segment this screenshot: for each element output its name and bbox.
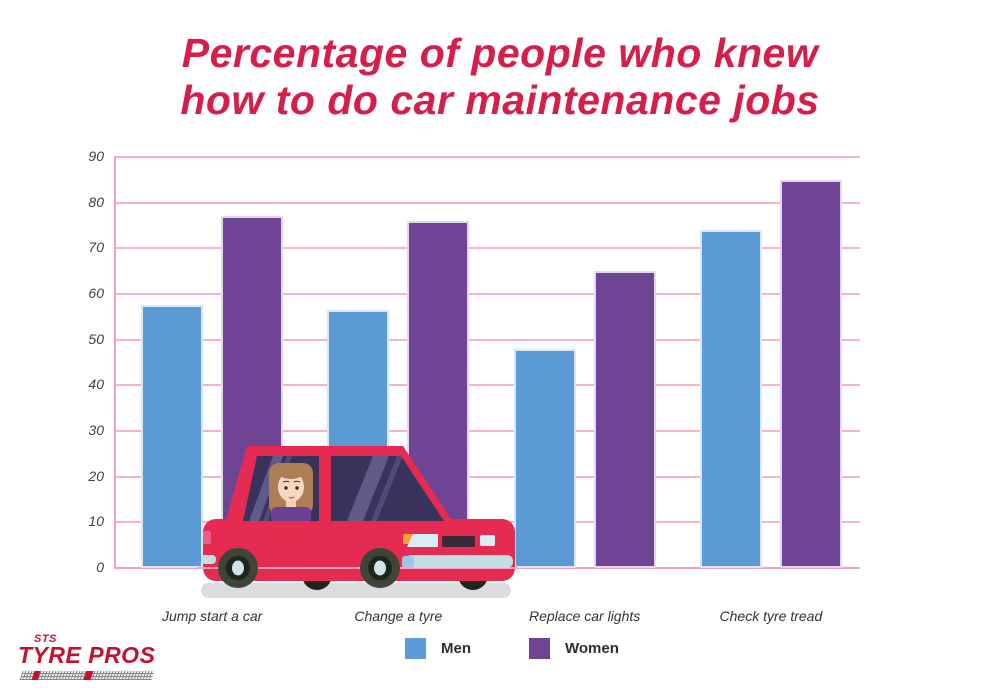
- y-axis-line: [114, 156, 116, 569]
- bar-women-replace-car-lights: [593, 271, 656, 568]
- category-label: Change a tyre: [354, 608, 443, 624]
- y-tick-label: 30: [88, 422, 104, 438]
- women-color-swatch: [529, 638, 550, 659]
- y-tick-label: 70: [88, 239, 104, 256]
- woman-shirt: [271, 507, 311, 521]
- bar-women-check-tyre-tread: [779, 179, 842, 568]
- y-tick-label: 0: [96, 559, 104, 575]
- gridline-20: [115, 475, 860, 478]
- chart-legend: Men Women: [405, 638, 619, 659]
- legend-label-women: Women: [565, 640, 619, 657]
- gridline-40: [115, 384, 860, 387]
- tyre-pros-logo: STS TYRE PROS: [18, 633, 178, 680]
- gridline-90: [115, 156, 860, 158]
- woman-driving-red-car-illustration: [197, 446, 517, 598]
- y-tick-label: 10: [88, 513, 104, 530]
- car-front-wheel: [360, 548, 400, 588]
- gridline-70: [115, 247, 860, 250]
- car-headlight: [407, 534, 438, 547]
- chart-title-line1: Percentage of people who knew: [181, 30, 819, 76]
- car-rear-wheel: [218, 548, 258, 588]
- category-label: Check tyre tread: [719, 608, 823, 624]
- gridline-80: [115, 201, 860, 204]
- woman-driver: [269, 463, 313, 521]
- bar-men-jump-start-a-car: [141, 305, 204, 568]
- y-tick-label: 50: [88, 330, 104, 347]
- chart-title-line2: how to do car maintenance jobs: [180, 77, 820, 123]
- men-color-swatch: [405, 638, 426, 659]
- gridline-60: [115, 293, 860, 295]
- y-tick-label: 20: [88, 467, 104, 484]
- chart-title: Percentage of people who knew how to do …: [0, 30, 1000, 124]
- y-tick-label: 60: [88, 285, 104, 301]
- bar-men-replace-car-lights: [513, 348, 576, 568]
- legend-item-women: Women: [529, 638, 619, 659]
- y-tick-label: 80: [88, 193, 104, 210]
- gridline-50: [115, 338, 860, 341]
- car-shadow: [201, 583, 511, 598]
- bar-men-check-tyre-tread: [699, 230, 762, 568]
- logo-main-text: TYRE PROS: [18, 642, 156, 668]
- category-label: Replace car lights: [528, 608, 641, 624]
- y-tick-label: 90: [88, 148, 104, 164]
- logo-sts-text: STS: [34, 633, 57, 645]
- category-label: Jump start a car: [161, 608, 263, 624]
- car-grille: [442, 536, 475, 547]
- woman-face: [278, 472, 304, 502]
- legend-item-men: Men: [405, 638, 471, 659]
- legend-label-men: Men: [441, 640, 471, 657]
- car-front-bumper: [405, 555, 513, 568]
- car-rear-bumper: [201, 555, 216, 564]
- y-tick-label: 40: [88, 376, 104, 393]
- car-tail-light: [203, 531, 211, 544]
- gridline-30: [115, 430, 860, 432]
- logo-tread-bar: [19, 671, 155, 680]
